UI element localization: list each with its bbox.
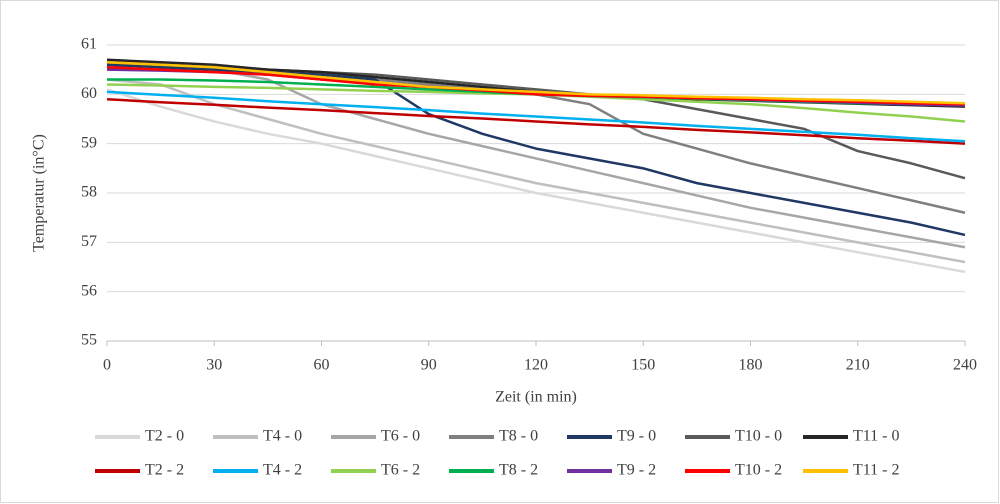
y-tick-label: 56	[81, 282, 97, 299]
legend-label: T2 - 0	[145, 428, 184, 445]
series-line	[106, 61, 966, 105]
x-tick-label: 210	[846, 357, 870, 374]
legend-label: T6 - 0	[381, 428, 420, 445]
series-line	[107, 68, 966, 249]
legend-label: T2 - 2	[145, 462, 184, 479]
legend-label: T8 - 2	[499, 462, 538, 479]
y-tick-label: 59	[81, 134, 97, 151]
legend-label: T10 - 2	[735, 462, 782, 479]
series-line	[106, 88, 966, 274]
x-tick-label: 120	[524, 357, 548, 374]
y-tick-label: 57	[81, 233, 97, 250]
series-line	[106, 98, 966, 145]
legend-label: T9 - 2	[617, 462, 656, 479]
y-axis-title: Temperatur (in°C)	[31, 134, 48, 252]
y-tick-label: 58	[81, 184, 97, 201]
y-tick-label: 60	[81, 85, 97, 102]
y-tick-label: 61	[81, 36, 97, 53]
legend-label: T4 - 2	[263, 462, 302, 479]
legend-label: T8 - 0	[499, 428, 538, 445]
x-tick-label: 180	[739, 357, 763, 374]
legend-label: T11 - 2	[853, 462, 900, 479]
legend-label: T4 - 0	[263, 428, 302, 445]
legend-label: T11 - 0	[853, 428, 900, 445]
y-tick-label: 55	[81, 332, 97, 349]
x-tick-label: 60	[314, 357, 330, 374]
x-tick-label: 30	[206, 357, 222, 374]
x-tick-label: 90	[421, 357, 437, 374]
x-tick-label: 0	[103, 357, 111, 374]
x-tick-label: 150	[631, 357, 655, 374]
series-line	[106, 90, 966, 143]
series-line	[106, 65, 966, 106]
x-tick-label: 240	[953, 357, 977, 374]
legend-label: T6 - 2	[381, 462, 420, 479]
legend-label: T9 - 0	[617, 428, 656, 445]
legend-label: T10 - 0	[735, 428, 782, 445]
series-line	[106, 78, 966, 264]
x-axis-title: Zeit (in min)	[495, 389, 577, 406]
